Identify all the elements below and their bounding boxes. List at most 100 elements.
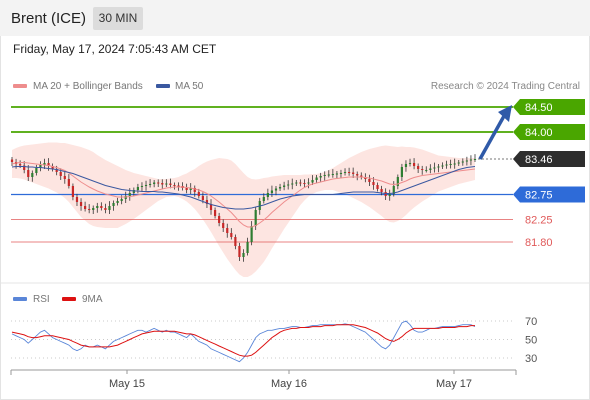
candle-body xyxy=(31,173,34,177)
candle-body xyxy=(453,163,456,165)
candle-body xyxy=(153,182,156,184)
candle-body xyxy=(445,164,448,166)
ma50-line xyxy=(11,166,476,210)
candle-body xyxy=(441,165,444,167)
candle-body xyxy=(193,188,196,192)
candle-body xyxy=(319,176,322,178)
candle-body xyxy=(299,182,302,184)
candle-body xyxy=(323,175,326,176)
candle-body xyxy=(408,163,412,164)
candle-body xyxy=(242,253,245,257)
candle-body xyxy=(376,185,379,189)
candle-body xyxy=(429,168,432,170)
candle-body xyxy=(35,168,38,173)
candle-body xyxy=(437,166,440,168)
candle-body xyxy=(116,201,119,203)
rsi-ma-line xyxy=(11,324,475,357)
candle-body xyxy=(79,202,83,206)
candle-body xyxy=(169,183,172,185)
candle-body xyxy=(404,164,408,167)
candle-body xyxy=(412,163,416,166)
candle-body xyxy=(201,196,204,200)
candle-body xyxy=(238,246,241,257)
candle-body xyxy=(226,228,229,233)
candle-body xyxy=(51,166,54,169)
candle-body xyxy=(189,188,192,190)
timestamp: Friday, May 17, 2024 7:05:43 AM CET xyxy=(13,42,217,56)
level-label-82.25: 82.25 xyxy=(525,215,553,227)
candle-body xyxy=(461,161,464,163)
x-tick-label: May 17 xyxy=(436,378,472,390)
candle-body xyxy=(262,197,265,201)
candle-body xyxy=(287,184,290,186)
level-label-84.50: 84.50 xyxy=(525,102,553,114)
candle-body xyxy=(144,185,148,186)
candle-body xyxy=(230,233,233,237)
research-credit: Research © 2024 Trading Central xyxy=(430,81,580,92)
candle-body xyxy=(400,167,403,177)
candle-body xyxy=(197,192,200,196)
candle-body xyxy=(465,160,468,162)
candle-body xyxy=(108,206,111,210)
level-label-84.00: 84.00 xyxy=(525,127,553,139)
candle-body xyxy=(315,177,318,180)
level-label-83.46: 83.46 xyxy=(525,154,553,166)
candle-body xyxy=(417,166,420,169)
ma20-line xyxy=(11,162,476,228)
candle-body xyxy=(360,175,363,177)
candle-body xyxy=(339,173,343,174)
candle-body xyxy=(75,197,79,202)
candle-body xyxy=(55,169,58,172)
legend-rsi: RSI xyxy=(33,294,50,305)
level-tag-83.46 xyxy=(513,151,585,167)
candle-body xyxy=(421,169,424,170)
candle-body xyxy=(148,184,152,185)
candle-body xyxy=(205,200,209,204)
ma20-swatch xyxy=(13,84,27,88)
candle-body xyxy=(10,159,14,162)
candle-body xyxy=(128,193,131,196)
candle-body xyxy=(39,165,42,168)
candle-body xyxy=(368,179,371,182)
title-bar: Brent (ICE) 30 MIN xyxy=(0,0,590,36)
candle-body xyxy=(278,187,282,189)
candle-body xyxy=(177,185,180,187)
ma9-swatch xyxy=(62,297,76,301)
candle-body xyxy=(185,188,188,190)
candle-body xyxy=(209,204,213,210)
legend-ma50: MA 50 xyxy=(175,81,204,92)
x-tick-label: May 16 xyxy=(271,378,307,390)
candle-body xyxy=(218,216,221,223)
legend-ma20: MA 20 + Bollinger Bands xyxy=(33,81,143,92)
x-tick-label: May 15 xyxy=(109,378,145,390)
candle-body xyxy=(136,187,140,190)
candle-body xyxy=(270,190,274,193)
ma50-swatch xyxy=(156,84,170,88)
candle-body xyxy=(388,194,391,196)
candle-body xyxy=(283,185,286,187)
candle-body xyxy=(469,159,473,161)
level-tag-82.75 xyxy=(513,186,585,203)
candle-body xyxy=(100,206,103,208)
candle-body xyxy=(335,173,339,175)
interval-button[interactable]: 30 MIN xyxy=(93,7,143,30)
rsi-tick-70: 70 xyxy=(525,316,537,328)
candle-body xyxy=(352,172,355,174)
candle-body xyxy=(173,185,176,186)
candle-body xyxy=(254,210,257,226)
candle-body xyxy=(295,182,298,184)
candle-body xyxy=(327,174,330,176)
rsi-tick-30: 30 xyxy=(525,353,537,365)
candle-body xyxy=(457,162,460,164)
candle-body xyxy=(380,189,383,192)
candle-body xyxy=(157,182,160,184)
candle-body xyxy=(23,165,26,170)
candle-body xyxy=(92,208,95,210)
candle-body xyxy=(234,237,237,246)
candle-body xyxy=(274,188,278,191)
candle-body xyxy=(161,183,164,185)
candle-body xyxy=(120,199,123,201)
candle-body xyxy=(307,182,310,184)
candle-body xyxy=(63,176,66,179)
candle-body xyxy=(59,172,62,176)
